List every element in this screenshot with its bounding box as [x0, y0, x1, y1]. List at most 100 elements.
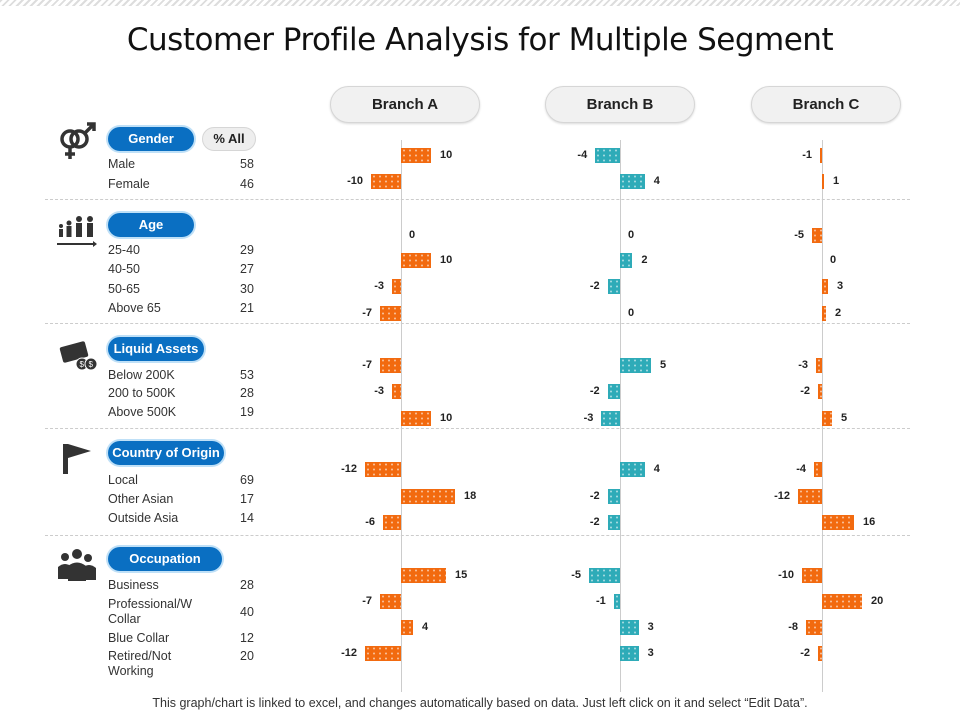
bar-branch-b	[607, 384, 620, 399]
bar-value-label: -7	[362, 307, 372, 319]
bar-value-label: -3	[374, 385, 384, 397]
bar-branch-a	[401, 411, 431, 426]
svg-text:$: $	[89, 360, 94, 369]
bar-branch-a	[392, 384, 401, 399]
bar-value-label: 1	[833, 175, 840, 187]
all-percent-value: 14	[240, 511, 254, 525]
bar-branch-a	[401, 489, 455, 504]
bar-branch-b	[595, 148, 620, 163]
bar-branch-b	[620, 253, 633, 268]
section-pill-country-of-origin: Country of Origin	[108, 441, 224, 465]
top-stripe	[0, 0, 960, 6]
category-label: Below 200K	[108, 368, 175, 382]
branch-c-header: Branch C	[751, 86, 901, 123]
axis-line-branch-b	[620, 140, 621, 692]
bar-value-label: 5	[841, 412, 848, 424]
bar-value-label: -1	[596, 595, 606, 607]
all-percent-value: 28	[240, 386, 254, 400]
bar-value-label: -10	[347, 175, 363, 187]
bar-branch-a	[365, 646, 401, 661]
bar-branch-b	[607, 279, 620, 294]
bar-value-label: 10	[440, 412, 453, 424]
category-label: Business	[108, 578, 159, 592]
all-percent-header: % All	[202, 127, 256, 151]
bar-value-label: -5	[794, 229, 804, 241]
branch-b-header: Branch B	[545, 86, 695, 123]
bar-value-label: -2	[800, 647, 810, 659]
bar-branch-c	[822, 306, 826, 321]
bar-branch-a	[401, 568, 446, 583]
bar-value-label: -7	[362, 359, 372, 371]
bar-value-label: 18	[464, 490, 477, 502]
all-percent-value: 53	[240, 368, 254, 382]
bar-branch-b	[607, 489, 620, 504]
bar-branch-a	[371, 174, 401, 189]
branch-a-header: Branch A	[330, 86, 480, 123]
all-percent-value: 30	[240, 282, 254, 296]
category-label: Outside Asia	[108, 511, 179, 525]
bar-branch-c	[822, 515, 854, 530]
section-pill-occupation: Occupation	[108, 547, 222, 571]
bar-branch-a	[380, 306, 401, 321]
all-percent-value: 40	[240, 605, 254, 619]
bar-value-label: 4	[422, 621, 429, 633]
bar-value-label: -6	[365, 516, 375, 528]
bar-value-label: -3	[798, 359, 808, 371]
money-icon: $ $	[55, 334, 99, 374]
bar-value-label: 0	[628, 307, 635, 319]
all-percent-value: 69	[240, 473, 254, 487]
all-percent-value: 21	[240, 301, 254, 315]
category-label: Male	[108, 157, 136, 171]
bar-value-label: -4	[577, 149, 588, 161]
section-pill-liquid-assets: Liquid Assets	[108, 337, 204, 361]
section-divider	[45, 428, 910, 429]
bar-branch-c	[818, 646, 822, 661]
bar-value-label: -8	[788, 621, 798, 633]
bar-value-label: 5	[660, 359, 667, 371]
category-label: Local	[108, 473, 138, 487]
bar-branch-c	[816, 358, 822, 373]
bar-branch-c	[798, 489, 822, 504]
flag-icon	[55, 440, 99, 480]
page-title: Customer Profile Analysis for Multiple S…	[126, 22, 834, 58]
category-label: Other Asian	[108, 492, 174, 506]
category-label: Above 65	[108, 301, 161, 315]
bar-value-label: -3	[583, 412, 594, 424]
bar-branch-b	[620, 358, 651, 373]
bar-branch-a	[365, 462, 401, 477]
category-label: Above 500K	[108, 405, 177, 419]
bar-branch-c	[818, 384, 822, 399]
bar-branch-a	[380, 594, 401, 609]
bar-branch-b	[607, 515, 620, 530]
bar-branch-a	[401, 620, 413, 635]
bar-value-label: -7	[362, 595, 372, 607]
all-percent-value: 12	[240, 631, 254, 645]
bar-value-label: 3	[647, 621, 654, 633]
svg-text:$: $	[80, 360, 85, 369]
bar-branch-a	[383, 515, 401, 530]
bar-value-label: -12	[341, 647, 357, 659]
bar-branch-b	[620, 462, 645, 477]
bar-branch-b	[613, 594, 620, 609]
bar-branch-c	[814, 462, 822, 477]
category-label: Professional/W Collar	[108, 597, 193, 626]
bar-branch-c	[820, 148, 822, 163]
age-group-icon	[55, 210, 99, 250]
bar-value-label: -10	[778, 569, 794, 581]
bar-value-label: 2	[835, 307, 842, 319]
bar-value-label: 2	[641, 254, 648, 266]
bar-value-label: 0	[409, 229, 416, 241]
bar-value-label: 4	[653, 463, 660, 475]
bar-value-label: -3	[374, 280, 384, 292]
bar-value-label: 3	[837, 280, 844, 292]
bar-branch-c	[822, 411, 832, 426]
section-divider	[45, 535, 910, 536]
bar-branch-c	[806, 620, 822, 635]
bar-value-label: -2	[589, 280, 600, 292]
all-percent-value: 58	[240, 157, 254, 171]
bar-branch-a	[380, 358, 401, 373]
all-percent-value: 46	[240, 177, 254, 191]
bar-value-label: 0	[830, 254, 837, 266]
all-percent-value: 29	[240, 243, 254, 257]
gender-icon	[55, 122, 99, 162]
